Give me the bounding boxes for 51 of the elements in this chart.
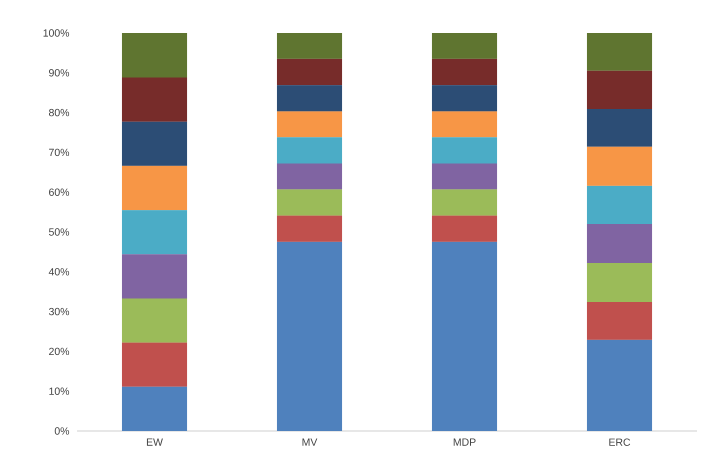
bar	[586, 340, 652, 431]
bar	[432, 216, 498, 242]
bar	[122, 166, 188, 210]
bar	[276, 137, 342, 164]
bar	[122, 254, 188, 298]
y-tick-label: 70%	[49, 148, 70, 156]
bar	[432, 242, 498, 431]
x-tick-label: ERC	[609, 438, 630, 446]
bar	[432, 85, 498, 112]
y-tick-label: 0%	[54, 427, 70, 435]
bar	[432, 189, 498, 216]
bar	[586, 186, 652, 224]
bar	[276, 164, 342, 190]
y-tick-label: 40%	[48, 268, 70, 276]
bar	[432, 137, 498, 164]
bar	[586, 146, 652, 186]
y-tick-label: 90%	[49, 69, 70, 76]
bar	[432, 58, 498, 86]
y-tick-label: 100%	[44, 29, 70, 37]
bar	[276, 85, 342, 112]
x-tick-label: MDP	[454, 438, 476, 446]
bar	[586, 302, 652, 340]
bar	[276, 111, 342, 138]
bar	[432, 32, 498, 59]
y-tick-label: 30%	[48, 308, 70, 316]
bar	[276, 242, 342, 431]
bar	[122, 298, 188, 343]
bar	[586, 224, 652, 264]
x-tick-label: EW	[146, 438, 163, 446]
bar	[122, 386, 188, 431]
bar	[276, 58, 342, 86]
bar	[122, 32, 188, 78]
bar	[586, 70, 652, 110]
y-tick-label: 20%	[49, 348, 70, 356]
y-tick-label: 60%	[49, 188, 70, 196]
bar	[276, 189, 342, 216]
bar	[432, 111, 498, 138]
bar	[276, 32, 342, 59]
y-tick-label: 50%	[48, 228, 70, 236]
bar	[586, 263, 652, 302]
bar	[122, 78, 188, 122]
y-tick-label: 80%	[49, 108, 70, 116]
bar	[122, 210, 188, 254]
bar	[122, 342, 188, 387]
bar	[432, 164, 498, 190]
bar	[276, 216, 342, 242]
y-tick-label: 10%	[49, 387, 70, 395]
bar	[586, 109, 652, 147]
bar	[122, 122, 188, 166]
bar	[586, 32, 652, 71]
x-tick-label: MV	[302, 438, 318, 446]
